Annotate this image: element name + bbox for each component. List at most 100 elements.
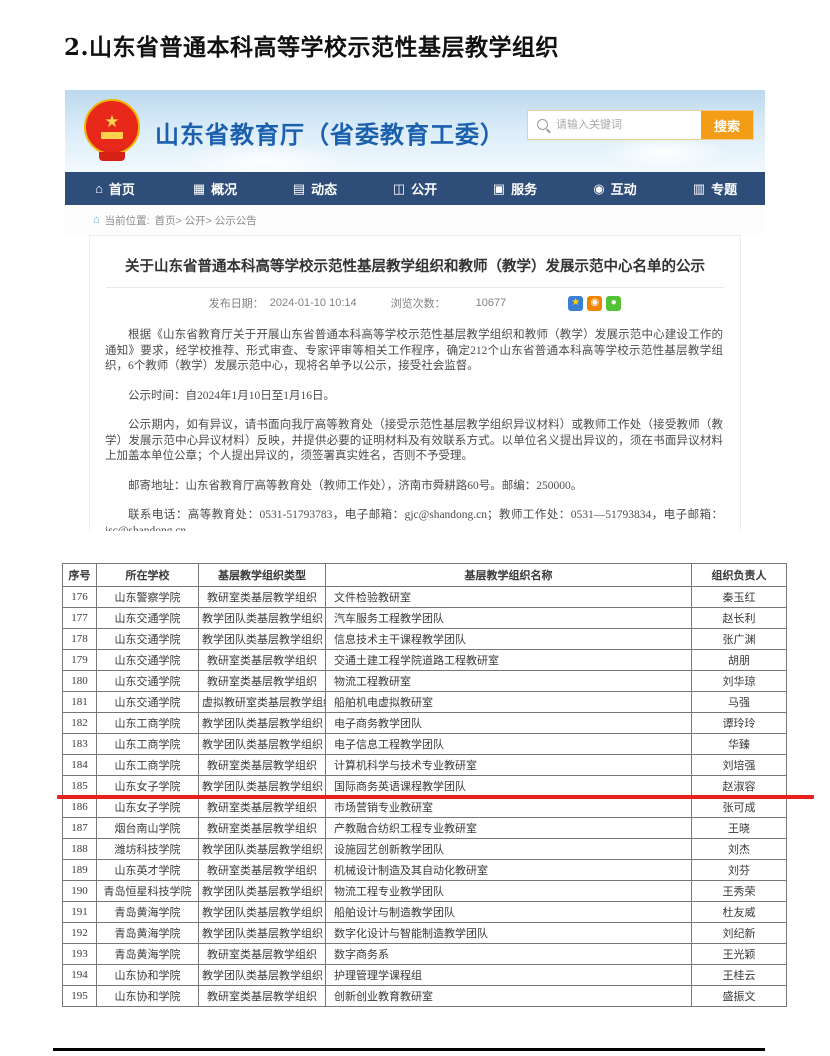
table-cell: 184	[62, 754, 97, 776]
table-row: 186 山东女子学院 教研室类基层教学组织 市场营销专业教研室 张可成	[62, 796, 787, 818]
search-icon	[537, 119, 548, 130]
meta-divider	[106, 287, 724, 288]
table-cell: 教学团队类基层教学组织	[198, 628, 326, 650]
wechat-share-icon[interactable]: ●	[606, 295, 622, 311]
table-cell: 烟台南山学院	[96, 817, 199, 839]
table-header-cell: 基层教学组织类型	[198, 563, 326, 587]
table-cell: 189	[62, 859, 97, 881]
table-cell: 张广渊	[691, 628, 787, 650]
nav-item-topics[interactable]: ▥ 专题	[665, 172, 765, 205]
table-cell: 教学团队类基层教学组织	[198, 964, 326, 986]
table-cell: 教研室类基层教学组织	[198, 796, 326, 818]
table-cell: 电子商务教学团队	[325, 712, 692, 734]
search-button[interactable]: 搜索	[701, 111, 753, 139]
table-cell: 刘华琼	[691, 670, 787, 692]
highlight-underline	[57, 795, 814, 799]
article-paragraph: 公示期内，如有异议，请书面向我厅高等教育处（接受示范性基层教学组织异议材料）或教…	[105, 419, 723, 462]
table-cell: 汽车服务工程教学团队	[325, 607, 692, 629]
publish-date-value: 2024-01-10 10:14	[269, 297, 357, 309]
section-heading: 2.山东省普通本科高等学校示范性基层教学组织	[64, 34, 560, 61]
table-section: 序号 所在学校 基层教学组织类型 基层教学组织名称 组织负责人 176 山东警察学院 教研室…	[57, 563, 814, 1007]
nav-item-interaction[interactable]: ◉ 互动	[565, 172, 665, 205]
table-cell: 赵长利	[691, 607, 787, 629]
table-cell: 王晓	[691, 817, 787, 839]
favorite-star-icon[interactable]: ★	[568, 295, 584, 311]
table-cell: 186	[62, 796, 97, 818]
table-cell: 马强	[691, 691, 787, 713]
breadcrumb-link[interactable]: 首页	[154, 214, 176, 227]
table-cell: 山东女子学院	[96, 796, 199, 818]
table-cell: 教研室类基层教学组织	[198, 586, 326, 608]
news-stack-icon: ▤	[292, 181, 306, 196]
article-body: 根据《山东省教育厅关于开展山东省普通本科高等学校示范性基层教学组织和教师（教学）…	[105, 328, 723, 531]
table-header-cell: 所在学校	[96, 563, 199, 587]
table-cell: 设施园艺创新教学团队	[325, 838, 692, 860]
table-cell: 山东协和学院	[96, 964, 199, 986]
table-row: 195 山东协和学院 教研室类基层教学组织 创新创业教育教研室 盛振文	[62, 985, 787, 1007]
nav-item-label: 概况	[211, 182, 238, 197]
table-cell: 山东交通学院	[96, 670, 199, 692]
table-row: 176 山东警察学院 教研室类基层教学组织 文件检验教研室 秦玉红	[62, 586, 787, 608]
table-cell: 山东工商学院	[96, 733, 199, 755]
table-row: 180 山东交通学院 教研室类基层教学组织 物流工程教研室 刘华琼	[62, 670, 787, 692]
search-input[interactable]	[554, 111, 701, 139]
table-cell: 教学团队类基层教学组织	[198, 922, 326, 944]
site-title: 山东省教育厅（省委教育工委）	[155, 122, 505, 149]
table-cell: 王秀荣	[691, 880, 787, 902]
nav-item-label: 专题	[711, 182, 738, 197]
table-cell: 张可成	[691, 796, 787, 818]
table-cell: 188	[62, 838, 97, 860]
breadcrumb-link[interactable]: 公开	[184, 214, 206, 227]
table-cell: 数字化设计与智能制造教学团队	[325, 922, 692, 944]
table-cell: 信息技术主干课程教学团队	[325, 628, 692, 650]
table-cell: 山东交通学院	[96, 628, 199, 650]
table-cell: 191	[62, 901, 97, 923]
article-paragraph: 公示时间：自2024年1月10日至1月16日。	[128, 389, 335, 402]
views-label: 浏览次数：	[390, 298, 446, 310]
main-nav: ⌂ 首页 ▦ 概况 ▤ 动态 ◫ 公开 ▣ 服务 ◉ 互动 ▥ 专题	[65, 172, 765, 205]
table-cell: 赵淑容	[691, 775, 787, 797]
nav-item-services[interactable]: ▣ 服务	[465, 172, 565, 205]
table-cell: 刘芬	[691, 859, 787, 881]
national-emblem-logo[interactable]: ★	[84, 99, 140, 155]
table-row: 192 青岛黄海学院 教学团队类基层教学组织 数字化设计与智能制造教学团队 刘纪新	[62, 922, 787, 944]
table-row: 177 山东交通学院 教学团队类基层教学组织 汽车服务工程教学团队 赵长利	[62, 607, 787, 629]
table-body: 176 山东警察学院 教研室类基层教学组织 文件检验教研室 秦玉红 177 山东交通学院 教学…	[62, 586, 787, 1007]
table-cell: 产教融合纺织工程专业教研室	[325, 817, 692, 839]
table-row: 187 烟台南山学院 教研室类基层教学组织 产教融合纺织工程专业教研室 王晓	[62, 817, 787, 839]
table-cell: 182	[62, 712, 97, 734]
table-header-row: 序号 所在学校 基层教学组织类型 基层教学组织名称 组织负责人	[62, 563, 787, 587]
table-cell: 山东交通学院	[96, 649, 199, 671]
publish-date-label: 发布日期：	[208, 298, 264, 310]
breadcrumb-label: 当前位置:	[104, 214, 150, 227]
table-cell: 山东警察学院	[96, 586, 199, 608]
table-cell: 教研室类基层教学组织	[198, 649, 326, 671]
nav-item-home[interactable]: ⌂ 首页	[65, 172, 165, 205]
breadcrumb-link[interactable]: 公示公告	[214, 214, 257, 227]
table-cell: 181	[62, 691, 97, 713]
table-cell: 胡朋	[691, 649, 787, 671]
table-cell: 潍坊科技学院	[96, 838, 199, 860]
gate-shape	[101, 132, 123, 139]
nav-item-news[interactable]: ▤ 动态	[265, 172, 365, 205]
table-cell: 青岛黄海学院	[96, 901, 199, 923]
table-cell: 教学团队类基层教学组织	[198, 838, 326, 860]
table-cell: 青岛恒星科技学院	[96, 880, 199, 902]
table-row: 179 山东交通学院 教研室类基层教学组织 交通土建工程学院道路工程教研室 胡朋	[62, 649, 787, 671]
table-cell: 194	[62, 964, 97, 986]
chat-bubble-icon: ◉	[593, 181, 605, 196]
table-cell: 190	[62, 880, 97, 902]
nav-item-disclosure[interactable]: ◫ 公开	[365, 172, 465, 205]
star-icon: ★	[104, 112, 120, 131]
table-cell: 179	[62, 649, 97, 671]
table-header-cell: 基层教学组织名称	[325, 563, 692, 587]
table-cell: 华臻	[691, 733, 787, 755]
table-cell: 教学团队类基层教学组织	[198, 901, 326, 923]
table-cell: 山东协和学院	[96, 985, 199, 1007]
table-cell: 刘杰	[691, 838, 787, 860]
table-cell: 山东工商学院	[96, 712, 199, 734]
table-cell: 教学团队类基层教学组织	[198, 775, 326, 797]
table-cell: 国际商务英语课程教学团队	[325, 775, 692, 797]
weibo-share-icon[interactable]: ◉	[587, 295, 603, 311]
nav-item-overview[interactable]: ▦ 概况	[165, 172, 265, 205]
